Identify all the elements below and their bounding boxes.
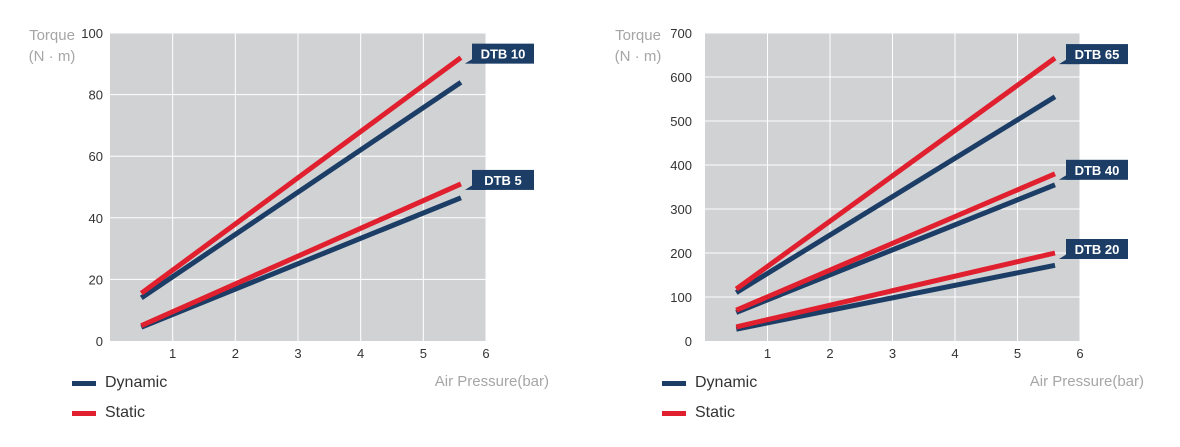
y-axis-unit: (N · m) xyxy=(615,48,662,65)
series-line-static xyxy=(735,250,1056,330)
x-tick-label: 4 xyxy=(357,346,364,361)
legend-swatch-dynamic xyxy=(662,380,686,386)
torque-chart-right: 0 100 200 300 400 500 600 700 1 2 3 4 5 6 Torque (N · m… xyxy=(590,0,1180,447)
x-tick-label: 4 xyxy=(951,346,958,361)
y-tick-label: 300 xyxy=(670,202,692,217)
legend-swatch-dynamic xyxy=(72,380,96,386)
y-tick-label: 0 xyxy=(685,334,692,349)
y-tick-label: 80 xyxy=(89,88,103,103)
y-tick-label: 20 xyxy=(89,272,103,287)
x-tick-label: 1 xyxy=(169,346,176,361)
chart-left-svg: 0 20 40 60 80 100 1 2 3 4 5 6 Torque (N · m) Air Press… xyxy=(29,26,549,390)
legend-item-static: Static xyxy=(72,398,167,428)
x-axis-title: Air Pressure(bar) xyxy=(1030,373,1144,390)
callout-label: DTB 65 xyxy=(1075,47,1120,62)
series-line-dynamic xyxy=(140,195,462,330)
callout-box xyxy=(1066,159,1128,180)
x-tick-label: 6 xyxy=(1076,346,1083,361)
series-line-static xyxy=(140,181,462,328)
y-tick-label: 100 xyxy=(81,26,103,41)
callout-box xyxy=(472,169,534,190)
legend-label-dynamic: Dynamic xyxy=(105,374,168,391)
x-tick-label: 3 xyxy=(889,346,896,361)
callout-box xyxy=(1066,44,1128,65)
callout-label: DTB 5 xyxy=(484,173,522,188)
legend-item-static: Static xyxy=(662,398,757,428)
x-tick-label: 5 xyxy=(420,346,427,361)
y-axis-unit: (N · m) xyxy=(29,48,76,65)
legend-label-static: Static xyxy=(695,404,736,421)
torque-chart-left: 0 20 40 60 80 100 1 2 3 4 5 6 Torque (N · m) Air Press… xyxy=(29,26,549,428)
legend-label-dynamic: Dynamic xyxy=(695,374,758,391)
legend-swatch-static xyxy=(662,410,686,416)
y-tick-label: 700 xyxy=(670,26,692,41)
x-axis-title: Air Pressure(bar) xyxy=(435,373,549,390)
x-tick-label: 5 xyxy=(1014,346,1021,361)
legend-label-static: Static xyxy=(105,404,146,421)
callout-label: DTB 20 xyxy=(1075,242,1120,257)
series-line-dynamic xyxy=(735,182,1056,315)
legend-item-dynamic: Dynamic xyxy=(72,368,167,398)
chart-right-svg: 0 100 200 300 400 500 600 700 1 2 3 4 5 6 Torque (N · m… xyxy=(615,26,1144,390)
callout-label: DTB 10 xyxy=(481,47,526,62)
callout-box xyxy=(472,43,534,64)
y-axis-title: Torque xyxy=(29,27,75,44)
y-tick-label: 40 xyxy=(89,211,103,226)
x-tick-label: 2 xyxy=(232,346,239,361)
series-line-dynamic xyxy=(139,80,463,300)
y-axis-title: Torque xyxy=(615,27,661,44)
x-tick-label: 6 xyxy=(482,346,489,361)
legend-right: Dynamic Static xyxy=(662,368,757,428)
legend-swatch-static xyxy=(72,410,96,416)
series-line-dynamic xyxy=(734,94,1057,295)
y-tick-label: 600 xyxy=(670,70,692,85)
x-tick-label: 3 xyxy=(294,346,301,361)
y-tick-label: 60 xyxy=(89,149,103,164)
series-line-static xyxy=(735,171,1056,313)
series-line-static xyxy=(139,55,463,296)
series-line-dynamic xyxy=(735,262,1056,332)
x-tick-label: 2 xyxy=(826,346,833,361)
callout-box xyxy=(1066,239,1128,259)
legend-item-dynamic: Dynamic xyxy=(662,368,757,398)
callout-label: DTB 40 xyxy=(1075,163,1120,178)
y-tick-label: 500 xyxy=(670,114,692,129)
y-tick-label: 400 xyxy=(670,158,692,173)
legend-left: Dynamic Static xyxy=(72,368,167,428)
y-tick-label: 200 xyxy=(670,246,692,261)
x-tick-label: 1 xyxy=(764,346,771,361)
y-tick-label: 100 xyxy=(670,290,692,305)
y-tick-label: 0 xyxy=(96,334,103,349)
series-line-static xyxy=(734,56,1057,292)
